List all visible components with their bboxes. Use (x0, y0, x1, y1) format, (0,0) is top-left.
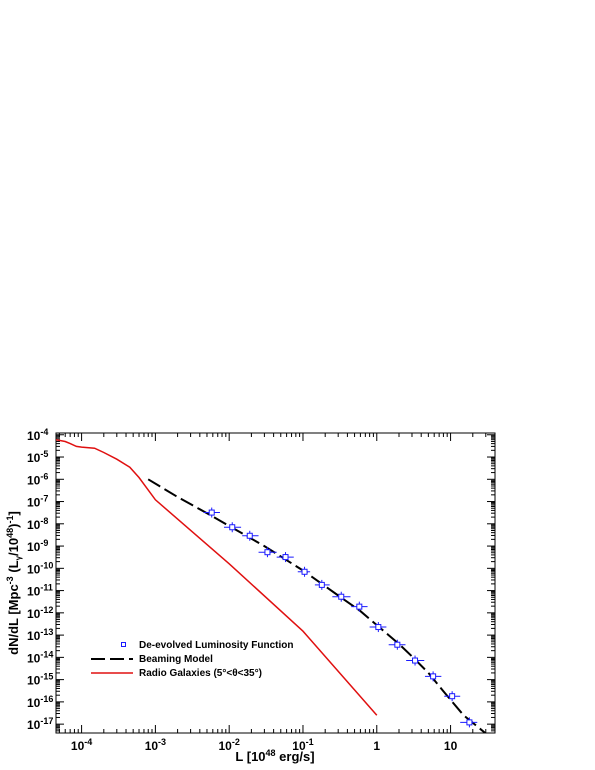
data-point (208, 509, 215, 516)
x-tick-label: 10-2 (218, 737, 239, 753)
x-tick-label: 10-1 (292, 737, 313, 753)
axis-ticks (56, 433, 496, 734)
data-point (430, 673, 437, 680)
data-point (229, 524, 236, 531)
legend: De-evolved Luminosity Function Beaming M… (91, 640, 293, 679)
legend-label-luminosity-function: De-evolved Luminosity Function (139, 640, 293, 651)
x-axis-title: L [1048 erg/s] (235, 748, 314, 764)
y-tick-label: 10-14 (27, 649, 53, 665)
radio-galaxies-curve (56, 438, 378, 716)
plot-area (56, 438, 487, 733)
y-tick-label: 10-11 (27, 583, 53, 599)
y-tick-label: 10-8 (27, 516, 48, 532)
beaming-model-curve (147, 478, 487, 733)
y-tick-labels: 10-4 10-5 10-6 10-7 10-8 10-9 10-10 10-11 10-12 1… (27, 427, 53, 732)
data-point (282, 554, 289, 561)
series-layer (56, 438, 487, 733)
x-tick-labels: 10-4 10-3 10-2 10-1 1 10 (71, 737, 458, 753)
y-tick-label: 10-16 (27, 694, 53, 710)
y-tick-label: 10-4 (27, 427, 48, 443)
y-tick-label: 10-12 (27, 605, 53, 621)
data-point (338, 593, 345, 600)
x-tick-label: 10-3 (145, 737, 166, 753)
y-tick-label: 10-13 (27, 627, 53, 643)
data-point (318, 581, 325, 588)
data-point (356, 603, 363, 610)
y-tick-label: 10-6 (27, 471, 48, 487)
x-tick-label: 1 (373, 739, 380, 753)
y-tick-label: 10-5 (27, 449, 48, 465)
data-point (412, 657, 419, 664)
legend-marker-luminosity-function (121, 642, 126, 647)
y-tick-label: 10-15 (27, 672, 53, 688)
y-axis-title: dN/dL [Mpc-3 (Lγ/1048)-1] (5, 511, 23, 655)
data-point (246, 532, 253, 539)
data-point (466, 719, 473, 726)
y-tick-label: 10-10 (27, 560, 53, 576)
y-tick-label: 10-9 (27, 538, 48, 554)
plot-frame (55, 432, 496, 734)
legend-label-radio-galaxies: Radio Galaxies (5°<θ<35°) (139, 668, 262, 679)
data-point (394, 641, 401, 648)
y-tick-label: 10-7 (27, 494, 48, 510)
data-point (449, 693, 456, 700)
data-point (375, 624, 382, 631)
y-tick-label: 10-17 (27, 716, 53, 732)
data-point (264, 549, 271, 556)
x-tick-label: 10-4 (71, 737, 92, 753)
x-tick-label: 10 (444, 739, 458, 753)
legend-label-beaming-model: Beaming Model (139, 654, 213, 665)
data-point (301, 568, 308, 575)
